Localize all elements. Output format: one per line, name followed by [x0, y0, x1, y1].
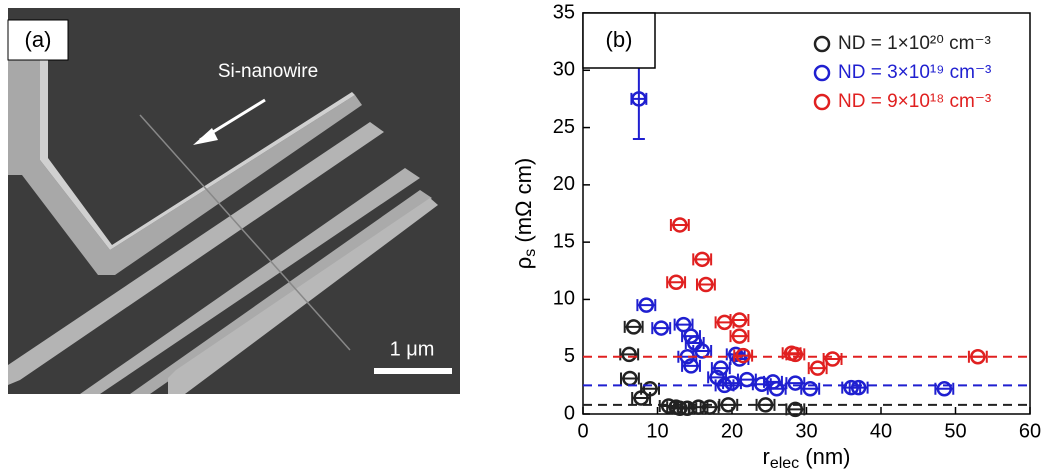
data-point [694, 343, 710, 359]
data-point [731, 328, 748, 344]
xlabel-symbol: r [762, 444, 769, 469]
x-tick-label: 20 [721, 420, 743, 442]
x-tick-label: 60 [1019, 420, 1041, 442]
y-tick-label: 20 [553, 173, 575, 195]
data-point [679, 400, 696, 417]
data-point [716, 377, 733, 394]
annotation: Si-nanowire [218, 61, 318, 82]
data-point [850, 379, 867, 396]
ylabel-symbol: ρ [511, 257, 536, 270]
data-point [757, 397, 774, 413]
x-tick-label: 0 [577, 420, 588, 442]
data-point [642, 381, 658, 397]
y-tick-label: 30 [553, 59, 575, 81]
y-tick-label: 10 [553, 288, 575, 310]
data-point [675, 316, 692, 333]
panel-label: (b) [606, 27, 633, 52]
legend-label: ND = 3×10¹⁹ cm⁻³ [838, 62, 991, 83]
legend-marker [813, 93, 831, 111]
xlabel-unit: (nm) [799, 444, 850, 469]
panel-label: (a) [25, 27, 52, 52]
data-point [683, 358, 699, 374]
x-tick-label: 40 [870, 420, 892, 442]
data-point [653, 320, 669, 336]
data-point [787, 401, 804, 418]
legend-marker [813, 35, 831, 53]
legend-marker [813, 64, 831, 82]
data-point [701, 399, 718, 415]
data-point [638, 297, 655, 313]
data-point [731, 312, 748, 328]
data-point [802, 381, 818, 397]
y-tick-label: 5 [564, 345, 575, 367]
data-point [713, 360, 729, 376]
data-point [631, 91, 647, 107]
x-tick-label: 30 [795, 420, 817, 442]
panel-label-box [582, 12, 656, 69]
data-point [724, 375, 740, 391]
y-tick-label: 15 [553, 230, 575, 252]
y-tick-label: 35 [553, 1, 575, 23]
ylabel: ρs (mΩ cm) [511, 158, 539, 270]
xlabel: relec (nm) [762, 444, 850, 472]
data-point [668, 274, 684, 290]
data-point [672, 217, 688, 233]
data-point [735, 347, 751, 364]
data-point [660, 398, 677, 414]
data-point [809, 360, 826, 376]
data-point [694, 251, 710, 268]
data-point [936, 381, 953, 397]
data-point [731, 351, 748, 367]
data-point [768, 381, 785, 397]
data-point [625, 319, 642, 335]
scale-bar-label: 1 μm [390, 338, 435, 360]
data-point [970, 348, 986, 365]
sem-image: (a) Si-nanowire 1 μm [7, 8, 460, 394]
x-tick-label: 50 [944, 420, 966, 442]
xlabel-subscript: elec [770, 455, 799, 472]
legend-label: ND = 9×10¹⁸ cm⁻³ [838, 91, 991, 112]
ylabel-subscript: s [522, 249, 539, 257]
data-point [698, 276, 714, 293]
data-point [787, 346, 804, 363]
y-tick-label: 25 [553, 116, 575, 138]
legend-label: ND = 1×10²⁰ cm⁻³ [838, 33, 991, 54]
data-point [720, 397, 737, 413]
ylabel-unit: (mΩ cm) [511, 158, 536, 249]
data-point [824, 351, 841, 367]
data-point [621, 346, 637, 363]
y-tick-label: 0 [564, 402, 575, 424]
x-tick-label: 10 [646, 420, 668, 442]
